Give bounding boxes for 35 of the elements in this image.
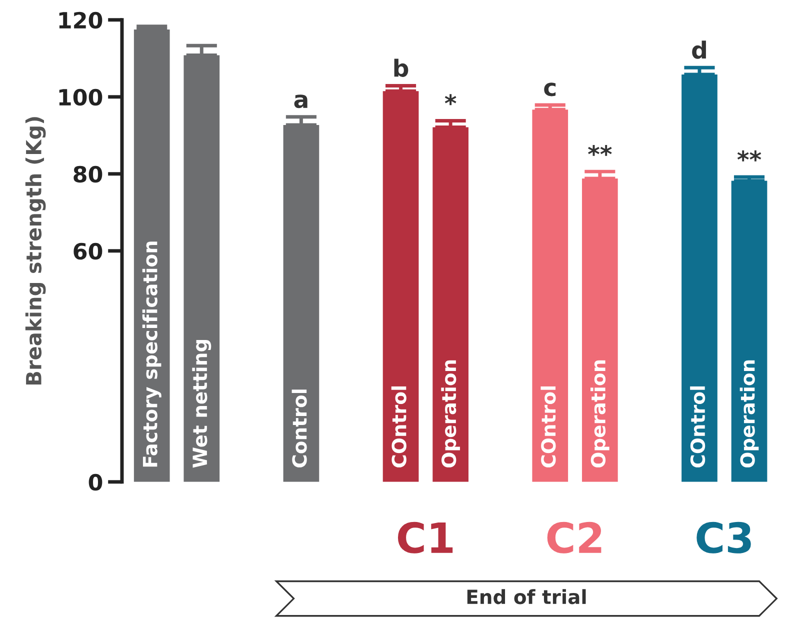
x-tick-label: Control (292, 390, 307, 468)
series-label: C1 (398, 522, 453, 554)
data-label: c (544, 82, 556, 96)
x-tick-label: COntrol (690, 386, 706, 468)
x-tick-label: Factory specification (142, 242, 162, 467)
bar (582, 178, 618, 482)
data-label: a (294, 94, 308, 108)
bar (432, 127, 468, 482)
series-label: C3 (696, 522, 751, 554)
x-tick-label: Operation (740, 360, 759, 468)
x-tick-label: Operation (590, 360, 610, 468)
y-tick-label: 0 (88, 474, 102, 491)
data-label: ** (737, 150, 762, 162)
text: End of trial (467, 589, 586, 604)
x-tick-label: COntrol (540, 386, 556, 468)
bar (184, 55, 220, 482)
data-label: * (444, 94, 456, 106)
x-tick-label: Wet netting (192, 340, 212, 468)
series-label: C2 (547, 522, 602, 554)
bar (532, 110, 568, 482)
bar (283, 124, 320, 482)
y-tick-label: 120 (59, 12, 102, 29)
data-label: d (692, 40, 706, 59)
x-tick-label: COntrol (391, 386, 406, 468)
data-label: ** (588, 144, 612, 156)
y-tick-label: 60 (74, 242, 102, 260)
y-tick-label: 100 (59, 88, 102, 106)
bar (682, 74, 718, 482)
y-tick-label: 80 (74, 166, 102, 183)
bar (731, 180, 768, 482)
x-tick-label: Operation (441, 360, 460, 468)
data-label: b (394, 58, 408, 77)
bar (382, 91, 419, 482)
bar (134, 30, 170, 482)
y-axis-title: Breaking strength (Kg) (25, 117, 46, 384)
